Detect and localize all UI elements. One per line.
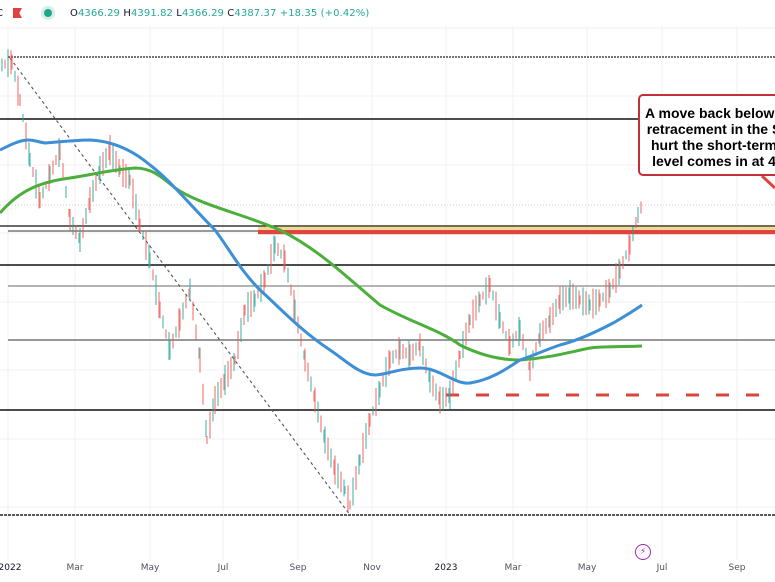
x-label-sep-2023: Sep	[728, 563, 746, 573]
open-value: 4366.29	[77, 7, 121, 19]
ohlc-header: C O4366.29 H4391.82 L4366.29 C4387.37 +1…	[0, 0, 775, 26]
candlesticks	[1, 49, 642, 513]
downtrend-line[interactable]	[9, 57, 351, 516]
ma100-line[interactable]	[0, 138, 643, 385]
x-label-may-2022: May	[140, 563, 160, 573]
x-label-may-2023: May	[577, 563, 597, 573]
annotation-line-2: retracement in the S	[646, 121, 775, 137]
x-label-jul-2023: Jul	[656, 563, 668, 573]
callout-pointer	[760, 174, 775, 190]
annotation-line-3: hurt the short-term	[651, 137, 775, 153]
price-chart[interactable]	[0, 26, 775, 560]
ohlc-values: O4366.29 H4391.82 L4366.29 C4387.37 +18.…	[69, 7, 370, 19]
annotation-callout[interactable]: A move back below t retracement in the S…	[638, 94, 775, 176]
low-value: 4366.29	[181, 7, 225, 19]
x-label-2022: 2022	[0, 563, 22, 573]
lightning-icon[interactable]: ⚡	[635, 544, 651, 560]
ma200-line[interactable]	[0, 166, 643, 362]
symbol-label[interactable]: C	[0, 8, 3, 19]
x-label-nov-2022: Nov	[363, 563, 381, 573]
annotation-line-1: A move back below t	[645, 105, 775, 121]
x-label-2023: 2023	[434, 563, 458, 573]
x-label-sep-2022: Sep	[289, 563, 307, 573]
market-open-dot-icon	[43, 9, 52, 17]
x-label-jul-2022: Jul	[217, 563, 229, 573]
x-axis[interactable]: 2022 Mar May Jul Sep Nov 2023 Mar May Ju…	[0, 560, 775, 582]
annotation-line-4: level comes in at 4	[652, 153, 775, 169]
change-value: +18.35 (+0.42%)	[279, 7, 370, 19]
close-value: 4387.37	[234, 7, 277, 19]
x-label-mar-2023: Mar	[504, 563, 522, 573]
red-flag-icon[interactable]	[12, 8, 22, 18]
high-value: 4391.82	[130, 7, 173, 19]
x-label-mar-2022: Mar	[66, 563, 84, 573]
